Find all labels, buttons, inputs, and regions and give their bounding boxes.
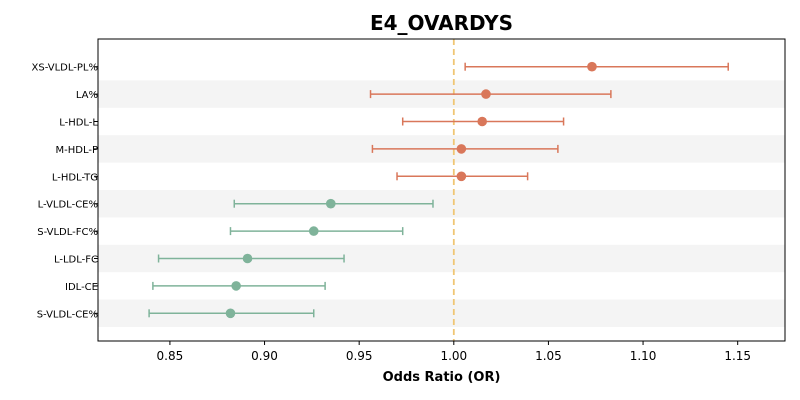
data-row: [464, 61, 729, 72]
y-tick-label: L-HDL-L: [59, 118, 98, 129]
plot-marks: [148, 61, 729, 319]
point-estimate: [477, 116, 487, 127]
x-tick-label: 1.05: [535, 349, 562, 363]
x-axis-label: Odds Ratio (OR): [383, 370, 501, 385]
y-tick-label: LA%: [76, 90, 98, 101]
data-row: [369, 89, 612, 99]
y-tick-label: S-VLDL-CE%: [37, 309, 98, 320]
data-row: [152, 281, 326, 291]
point-estimate: [231, 281, 241, 291]
x-tick-label: 0.85: [157, 349, 184, 363]
x-tick-label: 0.90: [251, 349, 278, 363]
point-estimate: [456, 171, 467, 182]
data-row: [233, 198, 434, 209]
x-tick-label: 1.10: [630, 349, 657, 363]
row-bands: [98, 80, 785, 327]
data-row: [157, 253, 345, 264]
chart-title: E4_OVARDYS: [370, 11, 513, 35]
point-estimate: [481, 89, 491, 99]
y-tick-label: M-HDL-P: [56, 145, 99, 156]
x-tick-label: 0.95: [346, 349, 373, 363]
data-row: [229, 226, 404, 236]
y-tick-label: S-VLDL-FC%: [37, 227, 98, 238]
data-row: [396, 171, 529, 182]
point-estimate: [456, 144, 467, 154]
data-row: [401, 116, 565, 127]
plot-frame: [97, 38, 786, 342]
point-estimate: [325, 198, 336, 209]
point-estimate: [308, 226, 319, 236]
y-tick-label: L-VLDL-CE%: [38, 200, 98, 211]
y-axis: XS-VLDL-PL% LA% L-HDL-L M-HDL-P L-HDL-TG L-VL…: [32, 63, 99, 321]
x-tick-label: 1.00: [440, 349, 467, 363]
data-row: [371, 144, 559, 154]
x-tick-label: 1.15: [724, 349, 751, 363]
point-estimate: [225, 308, 236, 319]
y-tick-label: XS-VLDL-PL%: [32, 63, 98, 74]
row-band: [98, 190, 785, 218]
point-estimate: [242, 253, 253, 264]
x-axis: 0.85 0.90 0.95 1.00 1.05 1.10 1.15: [157, 341, 751, 363]
y-tick-label: IDL-CE: [65, 282, 98, 293]
point-estimate: [587, 61, 597, 72]
data-row: [148, 308, 315, 319]
y-tick-label: L-LDL-FC: [54, 255, 98, 266]
y-tick-label: L-HDL-TG: [52, 172, 98, 183]
